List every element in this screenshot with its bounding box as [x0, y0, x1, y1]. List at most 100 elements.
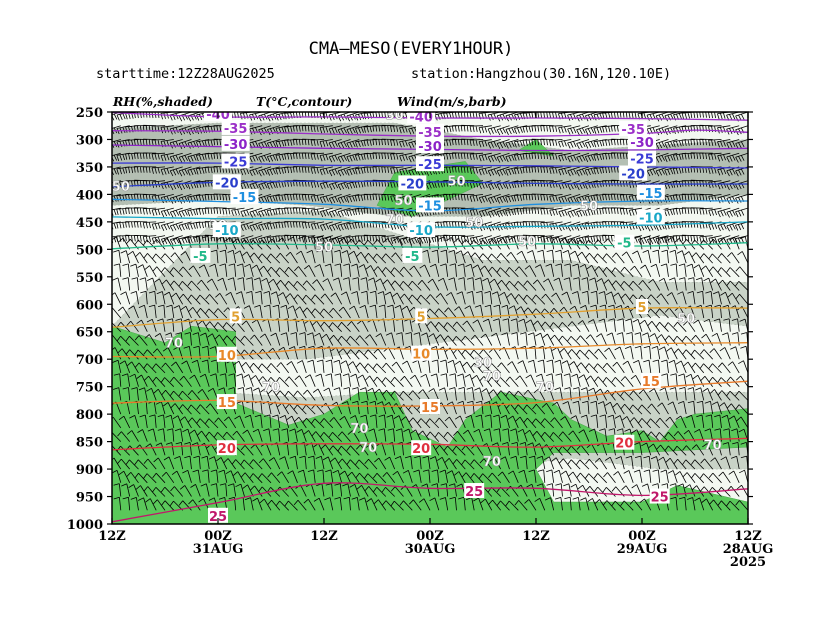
wind-barb: [337, 335, 351, 346]
wind-barb: [219, 263, 228, 277]
wind-barb: [469, 125, 484, 133]
wind-barb: [112, 274, 113, 277]
wind-barb: [372, 112, 386, 118]
wind-barb: [328, 432, 342, 442]
wind-barb: [175, 318, 184, 332]
x-tick-label: 29AUG: [617, 542, 668, 557]
wind-barb: [381, 377, 395, 387]
wind-barb: [473, 428, 484, 442]
wind-barb: [314, 332, 325, 346]
wind-barb: [623, 470, 634, 483]
wind-barb: [337, 112, 351, 122]
wind-barb: [382, 362, 396, 374]
wind-barb: [670, 373, 678, 387]
wind-barb: [227, 249, 237, 264]
wind-barb: [611, 377, 625, 387]
wind-barb: [527, 359, 537, 373]
wind-barb: [125, 125, 139, 133]
wind-barb: [360, 414, 369, 428]
wind-barb: [549, 180, 563, 189]
wind-barb: [348, 250, 360, 264]
wind-barb: [147, 277, 157, 291]
wind-barb: [691, 444, 705, 456]
wind-barb: [470, 349, 484, 360]
wind-barb: [311, 308, 325, 319]
wind-barb: [699, 235, 713, 243]
wind-barb: [696, 400, 705, 415]
wind-barb: [684, 484, 696, 497]
wind-barb: [440, 359, 449, 373]
wind-barb: [196, 308, 210, 319]
wind-barb: [302, 280, 316, 291]
wind-barb: [372, 152, 386, 159]
x-tick-label: 00Z: [628, 529, 656, 544]
wind-barb: [496, 207, 510, 218]
wind-barb: [405, 332, 413, 346]
wind-barb: [457, 400, 466, 415]
wind-barb: [452, 321, 466, 332]
wind-barb: [448, 483, 457, 497]
wind-barb: [376, 401, 387, 415]
temp-label: -20: [215, 176, 239, 191]
wind-barb: [719, 402, 731, 415]
wind-barb: [266, 377, 281, 387]
wind-barb: [727, 403, 740, 415]
wind-barb: [594, 266, 608, 278]
x-tick-label: 00Z: [416, 529, 444, 544]
wind-barb: [700, 376, 714, 387]
wind-barb: [187, 235, 201, 244]
wind-barb: [355, 335, 369, 346]
wind-barb: [225, 470, 237, 483]
wind-barb: [499, 456, 510, 470]
wind-barb: [679, 387, 687, 401]
wind-barb: [497, 471, 510, 484]
wind-barb: [461, 472, 475, 484]
wind-barb: [444, 416, 457, 429]
wind-barb: [222, 335, 236, 346]
wind-barb: [329, 307, 343, 319]
wind-barb: [514, 500, 528, 511]
wind-barb: [324, 263, 334, 277]
wind-barb: [735, 166, 748, 177]
wind-barb: [449, 496, 457, 511]
wind-barb: [231, 336, 245, 346]
wind-barb: [142, 235, 157, 243]
wind-barb: [112, 112, 121, 121]
wind-barb: [518, 469, 528, 483]
wind-barb: [540, 235, 554, 243]
wind-barb: [303, 498, 316, 511]
wind-barb: [634, 345, 643, 360]
wind-barb: [469, 166, 484, 175]
wind-barb: [350, 373, 360, 387]
wind-barb: [664, 166, 678, 176]
wind-barb: [191, 442, 201, 456]
wind-barb: [532, 431, 546, 442]
wind-barb: [643, 345, 652, 360]
wind-barb: [558, 322, 572, 332]
wind-barb: [126, 320, 139, 332]
wind-barb: [348, 305, 360, 319]
wind-barb: [118, 306, 131, 319]
wind-barb: [567, 221, 581, 232]
wind-barb: [534, 497, 546, 511]
wind-barb: [116, 152, 130, 162]
wind-barb: [469, 139, 484, 146]
wind-barb: [222, 322, 236, 332]
wind-barb: [302, 417, 316, 429]
wind-barb: [180, 305, 192, 319]
wind-barb: [444, 307, 457, 319]
wind-barb: [170, 486, 184, 497]
wind-barb: [249, 363, 263, 374]
wind-barb: [528, 455, 537, 470]
wind-barb: [323, 387, 334, 401]
wind-barb: [440, 249, 449, 264]
wind-barb: [390, 125, 404, 133]
wind-barb: [213, 125, 227, 132]
wind-barb: [112, 258, 113, 264]
wind-barb: [210, 373, 219, 387]
wind-barb: [355, 139, 369, 148]
wind-barb: [143, 253, 157, 264]
wind-barb: [354, 235, 369, 242]
wind-barb: [599, 428, 608, 442]
wind-barb: [152, 472, 166, 484]
